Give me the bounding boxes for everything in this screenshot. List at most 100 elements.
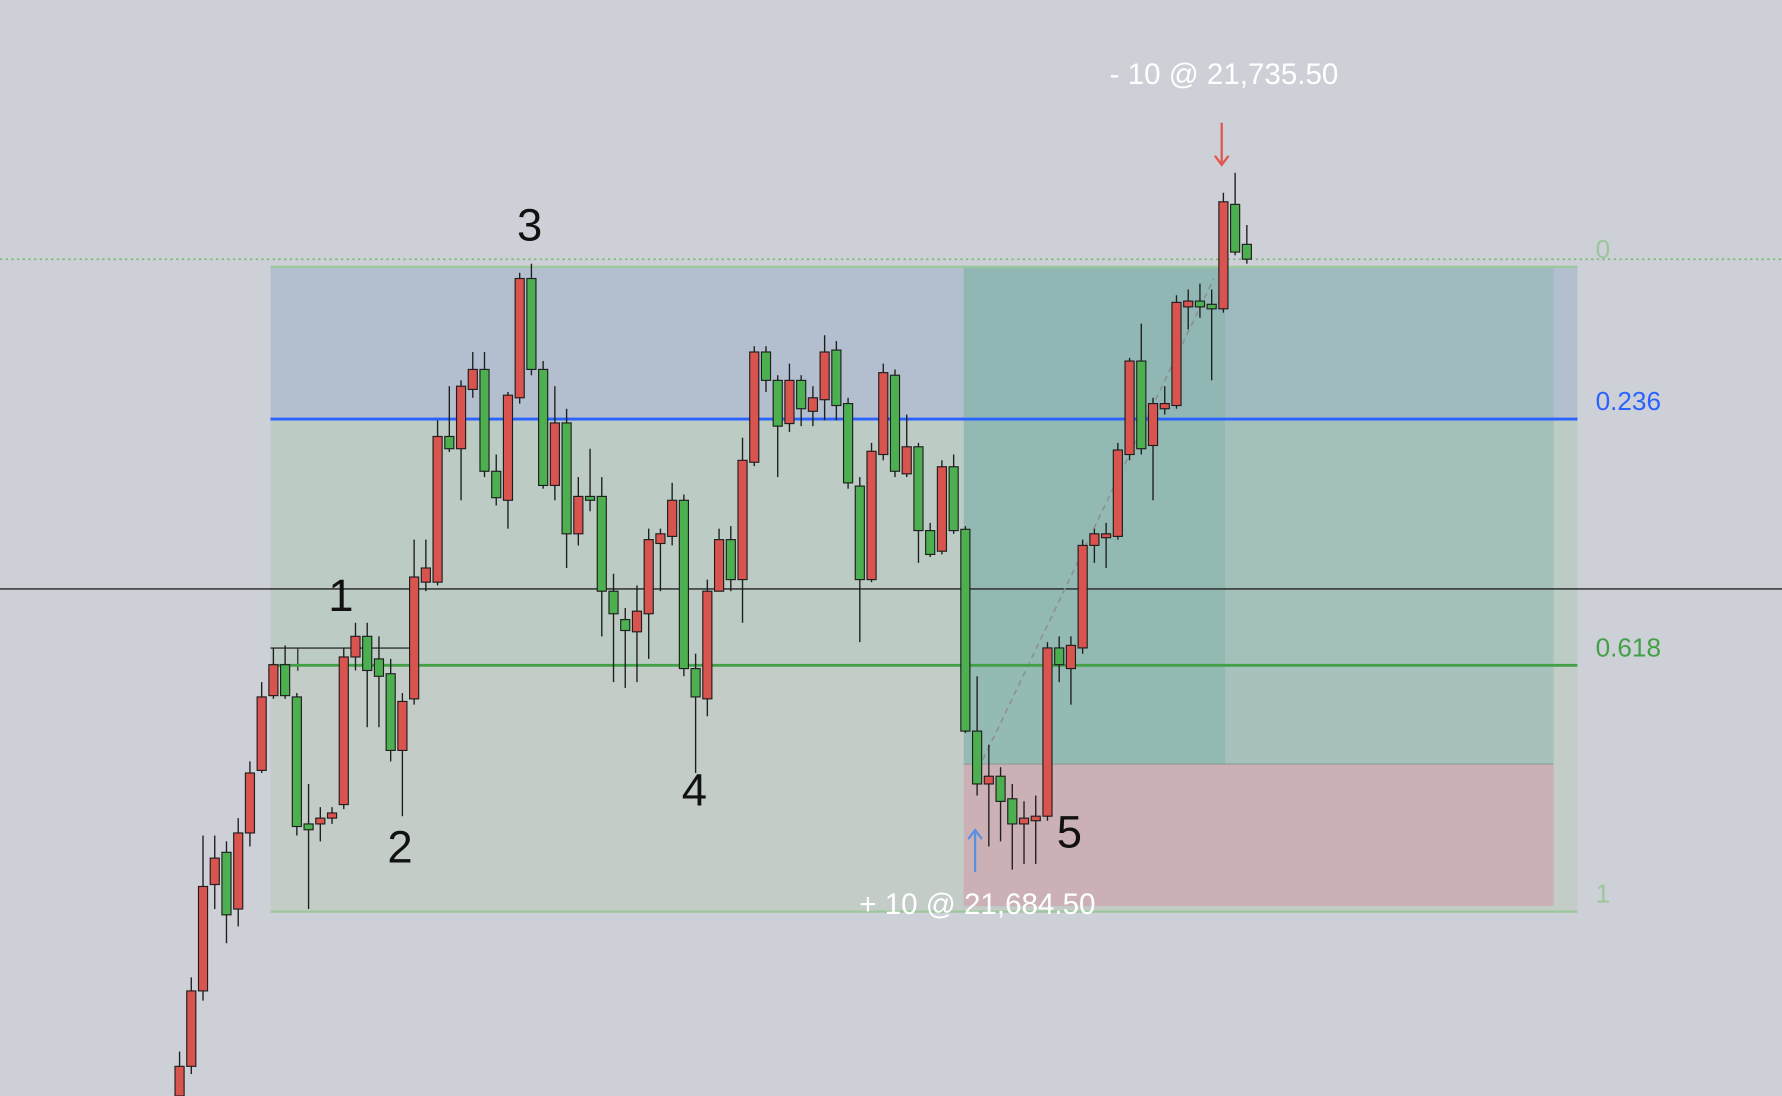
candle-body bbox=[479, 368, 490, 472]
candle-body bbox=[620, 618, 631, 632]
trade-label: - 10 @ 21,735.50 bbox=[1110, 58, 1339, 91]
candle-body bbox=[925, 530, 936, 556]
candle-body bbox=[1030, 815, 1041, 822]
candle-body bbox=[420, 567, 431, 583]
candle-body bbox=[725, 539, 736, 581]
loss-zone bbox=[963, 764, 1554, 907]
candle-body bbox=[796, 379, 807, 410]
candle-body bbox=[197, 885, 209, 992]
wave-label: 2 bbox=[387, 821, 412, 872]
candle-body bbox=[1100, 533, 1112, 539]
candle-body bbox=[1147, 403, 1159, 447]
candle-body bbox=[819, 351, 830, 401]
candle-body bbox=[1065, 644, 1077, 670]
candle-body bbox=[866, 450, 877, 581]
candle-body bbox=[326, 812, 338, 819]
candle-body bbox=[643, 539, 654, 615]
candle-body bbox=[1136, 360, 1147, 450]
candle-body bbox=[1183, 300, 1194, 308]
fib-level-label: 1 bbox=[1596, 879, 1611, 909]
candle-body bbox=[1194, 300, 1206, 308]
candle-body bbox=[713, 539, 725, 592]
candle-body bbox=[256, 696, 267, 771]
trade-label: + 10 @ 21,684.50 bbox=[859, 888, 1095, 921]
candle-body bbox=[1077, 544, 1088, 649]
candle-body bbox=[268, 664, 279, 697]
candle-body bbox=[455, 385, 467, 450]
candle-body bbox=[561, 422, 572, 535]
fib-level-label: 0.236 bbox=[1596, 386, 1661, 416]
candle-body bbox=[409, 576, 420, 700]
candle-body bbox=[760, 351, 772, 381]
candle-body bbox=[878, 372, 889, 456]
candle-body bbox=[280, 664, 291, 697]
candle-body bbox=[373, 658, 385, 677]
candle-body bbox=[983, 775, 994, 785]
profit-zone bbox=[963, 267, 1554, 765]
candle-body bbox=[549, 422, 560, 487]
candle-body bbox=[1042, 647, 1053, 817]
candle-body bbox=[749, 351, 760, 463]
candle-body bbox=[397, 700, 408, 752]
wave-label: 4 bbox=[682, 765, 707, 816]
candle-body bbox=[936, 466, 948, 552]
candle-body bbox=[233, 832, 244, 910]
candle-body bbox=[1018, 817, 1030, 825]
candle-body bbox=[1171, 301, 1182, 407]
candle-body bbox=[526, 277, 537, 370]
candles bbox=[174, 172, 1252, 1096]
candle-body bbox=[702, 590, 713, 700]
candle-body bbox=[737, 459, 748, 581]
candle-body bbox=[784, 379, 795, 425]
candle-body bbox=[631, 610, 643, 633]
candle-body bbox=[186, 990, 197, 1067]
candle-body bbox=[514, 277, 525, 399]
candle-body bbox=[1159, 403, 1170, 410]
candle-body bbox=[1089, 533, 1100, 546]
wave-label: 5 bbox=[1057, 807, 1082, 858]
candle-body bbox=[678, 499, 690, 670]
candle-body bbox=[1112, 449, 1123, 537]
candle-body bbox=[971, 730, 983, 785]
candle-body bbox=[596, 495, 607, 592]
candle-body bbox=[901, 446, 912, 475]
candle-body bbox=[491, 470, 502, 499]
candle-body bbox=[807, 397, 819, 412]
candle-body bbox=[854, 485, 865, 581]
candle-body bbox=[244, 772, 256, 834]
candle-body bbox=[444, 435, 455, 450]
candle-body bbox=[502, 394, 514, 501]
candle-body bbox=[913, 446, 924, 532]
buy-arrow-head bbox=[967, 828, 983, 840]
candle-body bbox=[174, 1065, 185, 1096]
candle-body bbox=[573, 495, 584, 535]
candle-body bbox=[960, 528, 971, 732]
sell-arrow-head bbox=[1213, 155, 1230, 167]
candle-body bbox=[315, 817, 326, 825]
candle-body bbox=[538, 368, 549, 487]
candle-body bbox=[995, 775, 1006, 802]
fib-level-label: 0 bbox=[1596, 234, 1611, 264]
candle-body bbox=[221, 851, 232, 916]
candle-body bbox=[291, 696, 302, 828]
candle-body bbox=[385, 673, 396, 752]
candle-body bbox=[1054, 647, 1065, 666]
fib-level-label: 0.618 bbox=[1596, 632, 1661, 662]
candle-body bbox=[303, 823, 314, 831]
candle-body bbox=[1007, 798, 1018, 825]
labels: 0 0.236 0.618 1 1 2 3 4 5 - 10 @ 21,735.50 + 10 @ … bbox=[328, 58, 1661, 921]
profit-zone-filled bbox=[963, 267, 1226, 765]
wave-label: 3 bbox=[517, 200, 542, 251]
candle-body bbox=[1230, 203, 1241, 253]
candle-body bbox=[1241, 243, 1252, 260]
candle-body bbox=[432, 435, 443, 583]
candle-body bbox=[467, 368, 478, 390]
candle-body bbox=[842, 403, 854, 484]
candle-body bbox=[1218, 201, 1229, 310]
candle-body bbox=[889, 374, 901, 472]
candle-body bbox=[690, 667, 701, 698]
candle-body bbox=[209, 857, 220, 886]
candle-body bbox=[584, 495, 596, 501]
